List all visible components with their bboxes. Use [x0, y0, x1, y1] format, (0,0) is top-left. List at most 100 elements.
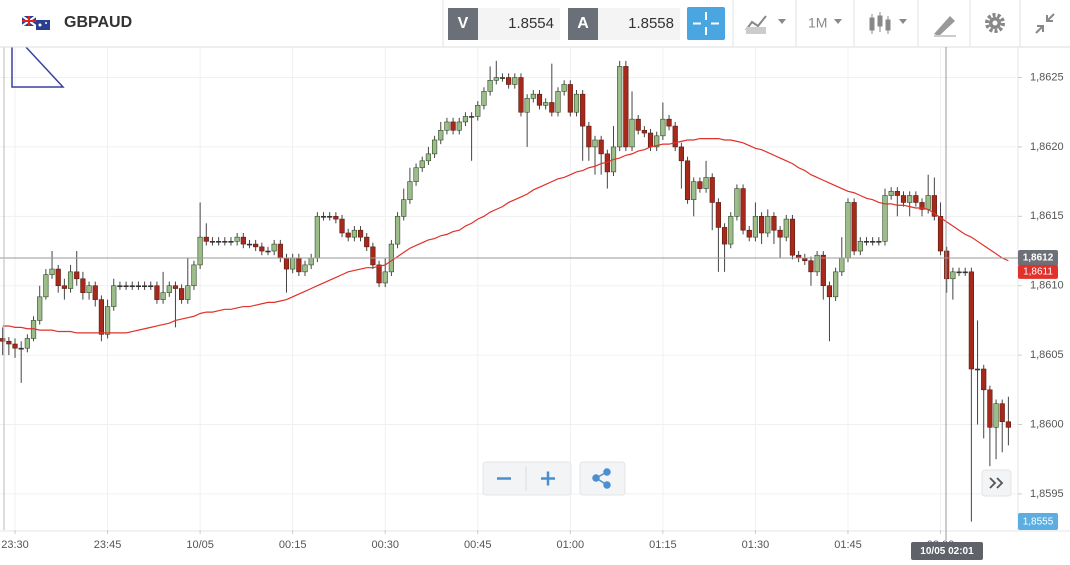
candle-body	[123, 285, 129, 288]
candle-body	[777, 229, 783, 238]
candle-body	[962, 271, 968, 274]
collapse-button[interactable]	[1035, 13, 1055, 34]
candle-body	[937, 216, 944, 252]
candle-body	[320, 216, 327, 218]
last-price-label: 1,8555	[1023, 517, 1054, 528]
buy-price-box[interactable]	[598, 8, 680, 40]
candle-body	[209, 241, 216, 243]
candle-body	[826, 285, 833, 298]
candle-body	[765, 216, 771, 234]
candle-body	[567, 84, 573, 113]
crosshair-button[interactable]	[687, 7, 725, 40]
candle-body	[135, 285, 142, 288]
candle-body	[968, 271, 974, 370]
candle-body	[586, 125, 592, 148]
candle-body	[623, 66, 629, 148]
candle-body	[555, 91, 561, 113]
last-price-box	[1018, 513, 1058, 530]
candle-body	[746, 229, 752, 238]
y-tick-label: 1,8625	[1030, 71, 1064, 83]
candle-body	[549, 102, 555, 113]
candle-body	[617, 66, 623, 148]
y-tick-label: 1,8605	[1030, 349, 1064, 361]
candle-body	[61, 285, 67, 289]
sell-price[interactable]: 1.8554	[508, 15, 554, 32]
candle-body	[364, 236, 370, 248]
chart-type-button[interactable]	[745, 15, 786, 34]
candle-body	[271, 243, 277, 252]
candle-body	[407, 181, 413, 200]
candle-body	[24, 338, 30, 349]
candle-body	[894, 191, 900, 196]
candle-body	[833, 271, 839, 298]
crosshair-time: 10/05 02:01	[920, 546, 974, 557]
candle-body	[907, 195, 913, 203]
candle-body	[191, 264, 197, 287]
candle-body	[499, 77, 506, 79]
flag-icon	[21, 15, 50, 30]
symbol: GBPAUD	[64, 14, 132, 31]
candle-body	[647, 132, 654, 148]
candle-body	[672, 125, 678, 148]
candle-body	[240, 236, 246, 245]
candle-body	[481, 91, 487, 106]
candle-body	[6, 340, 12, 345]
candle-body	[277, 243, 283, 259]
sell-button[interactable]	[448, 8, 478, 40]
candle-body	[703, 177, 709, 189]
candle-body	[376, 264, 382, 284]
candle-body	[493, 77, 499, 81]
candle-body	[900, 195, 907, 203]
buy-price[interactable]: 1.8558	[628, 15, 674, 32]
candle-body	[987, 389, 993, 428]
scroll-end-button[interactable]	[981, 469, 1012, 497]
sell-price-box[interactable]	[478, 8, 560, 40]
timeframe[interactable]: 1M	[808, 15, 827, 31]
candles-button[interactable]	[869, 12, 907, 34]
candle-body	[888, 191, 894, 196]
candle-body	[55, 268, 61, 287]
candle-body	[641, 129, 647, 134]
candle-body	[771, 216, 777, 231]
sell-label[interactable]: V	[458, 15, 469, 32]
candle-body	[259, 246, 265, 252]
zoom-in[interactable]	[541, 471, 555, 486]
candle-body	[919, 202, 925, 210]
candle-body	[820, 254, 826, 287]
candle-body	[92, 285, 98, 300]
candle-body	[561, 84, 567, 92]
candle-body	[308, 257, 314, 266]
candle-body	[413, 167, 419, 182]
share-button[interactable]	[579, 461, 626, 496]
candle-body	[728, 216, 734, 245]
candle-body	[419, 160, 425, 169]
candle-body	[401, 199, 407, 217]
candle-body	[357, 229, 364, 238]
candle-body	[438, 129, 444, 141]
crosshair-icon	[693, 12, 719, 35]
candle-body	[678, 146, 684, 162]
candle-body	[469, 116, 475, 118]
candle-body	[783, 218, 789, 238]
candle-body	[141, 285, 148, 288]
candle-body	[43, 274, 49, 298]
candle-body	[166, 285, 172, 293]
candle-body	[487, 80, 493, 92]
candle-body	[67, 271, 74, 289]
candle-body	[629, 118, 635, 148]
draw-button[interactable]	[934, 16, 956, 37]
candle-body	[246, 243, 253, 246]
candle-body	[740, 188, 746, 231]
buy-label[interactable]: A	[577, 15, 589, 32]
settings-button[interactable]	[985, 13, 1005, 33]
candle-body	[431, 139, 438, 155]
candle-body	[913, 195, 919, 203]
candle-body	[684, 160, 691, 200]
candle-body	[506, 77, 512, 85]
candle-body	[857, 241, 863, 252]
candle-body	[172, 285, 179, 289]
candle-body	[104, 306, 111, 335]
buy-button[interactable]	[568, 8, 598, 40]
candle-body	[814, 254, 820, 273]
candle-body	[296, 257, 302, 273]
